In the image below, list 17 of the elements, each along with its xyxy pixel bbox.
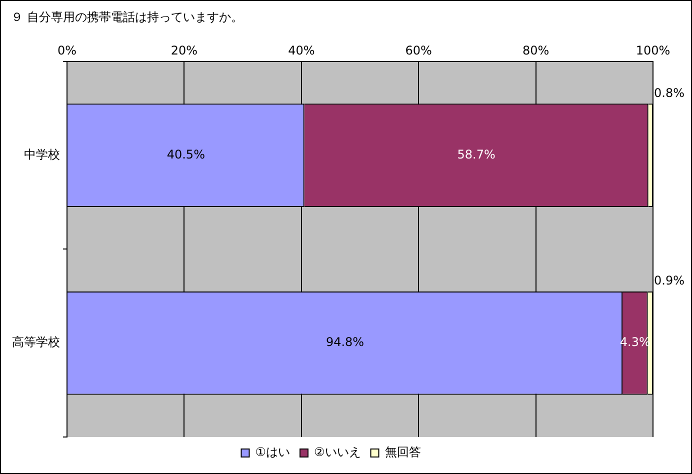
y-tick-label: 高等学校 — [12, 335, 60, 350]
data-label: 40.5% — [166, 147, 205, 162]
x-tick-label: 100% — [636, 43, 670, 58]
data-label: 94.8% — [326, 335, 364, 350]
y-tick-label: 中学校 — [24, 147, 60, 162]
legend-label: 無回答 — [384, 445, 421, 460]
x-tick-label: 80% — [522, 43, 550, 58]
x-tick-label: 0% — [57, 43, 77, 58]
chart-title: ９ 自分専用の携帯電話は持っていますか。 — [11, 10, 243, 24]
x-tick-label: 40% — [288, 43, 315, 58]
data-label: 0.8% — [654, 86, 684, 100]
data-label: 58.7% — [457, 147, 496, 162]
data-label: 0.9% — [654, 274, 684, 288]
x-tick-label: 20% — [170, 43, 198, 58]
legend-label: ②いいえ — [314, 445, 361, 460]
legend-label: ①はい — [255, 445, 290, 460]
x-tick-label: 60% — [405, 43, 432, 58]
